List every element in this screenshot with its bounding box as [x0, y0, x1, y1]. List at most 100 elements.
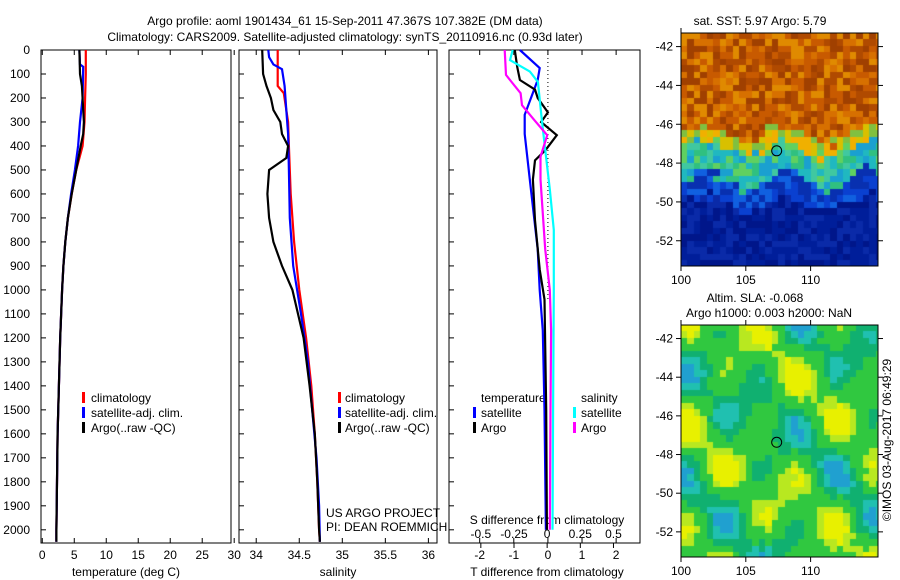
legend-label: climatology: [91, 391, 151, 405]
map-lat-label: -44: [656, 78, 674, 92]
argo-float-marker: [771, 145, 783, 157]
legend-label: Argo: [481, 421, 507, 435]
legend-title-salinity: salinity: [581, 391, 618, 405]
x-tick-label: 25: [196, 548, 210, 562]
temperature-profile-line-2: [55, 49, 86, 542]
legend-swatch-s-argo: [573, 422, 576, 433]
x-tick-label: 34.5: [288, 548, 312, 562]
depth-tick-label: 100: [10, 67, 30, 81]
legend-swatch-t-argo: [473, 422, 476, 433]
depth-tick-label: 1900: [3, 499, 30, 513]
x-tick-label: 0: [545, 548, 552, 562]
depth-tick-label: 1500: [3, 403, 30, 417]
legend-swatch-argo: [338, 422, 341, 433]
x-tick-label: 34: [250, 548, 264, 562]
legend-label: satellite: [581, 406, 622, 420]
map-lat-label: -50: [656, 195, 674, 209]
depth-tick-label: 1400: [3, 379, 30, 393]
x-tick-label: 35.5: [374, 548, 398, 562]
map-lat-label: -48: [656, 448, 674, 462]
sla-map-frame: [680, 324, 879, 558]
x-tick-label: 1: [579, 548, 586, 562]
legend-swatch-argo: [82, 422, 85, 433]
legend-label: satellite: [481, 406, 522, 420]
x-tick-label: 10: [100, 548, 114, 562]
legend-swatch-s-satellite: [573, 407, 576, 418]
s-tick-label: -0.25: [500, 527, 528, 541]
depth-tick-label: 1700: [3, 451, 30, 465]
salinity-panel-frame: [238, 49, 438, 544]
sst-map-title: sat. SST: 5.97 Argo: 5.79: [694, 14, 827, 28]
salinity-profile-line-2: [261, 49, 321, 542]
s-tick-label: -0.5: [470, 527, 491, 541]
x-tick-label: -1: [508, 548, 519, 562]
argo-float-marker: [771, 436, 783, 448]
depth-tick-label: 900: [10, 259, 30, 273]
legend-swatch-t-satellite: [473, 407, 476, 418]
salinity-xlabel: salinity: [320, 565, 357, 579]
x-tick-label: 5: [71, 548, 78, 562]
map-lat-label: -52: [656, 234, 674, 248]
temperature-xlabel: temperature (deg C): [72, 565, 180, 579]
legend-label: Argo: [581, 421, 607, 435]
depth-tick-label: 400: [10, 139, 30, 153]
depth-tick-label: 1100: [4, 307, 30, 321]
depth-tick-label: 700: [10, 211, 30, 225]
map-lon-label: 105: [736, 564, 756, 578]
imos-timestamp: ©IMOS 03-Aug-2017 06:49:29: [880, 359, 894, 522]
map-lat-label: -42: [656, 332, 674, 346]
legend-label: satellite-adj. clim.: [91, 406, 183, 420]
depth-tick-label: 300: [10, 115, 30, 129]
x-tick-label: 35: [336, 548, 350, 562]
difference-line-2: [508, 49, 555, 530]
difference-line-3: [503, 49, 553, 530]
credit-project: US ARGO PROJECT: [326, 506, 441, 520]
legend-label: climatology: [345, 391, 405, 405]
temperature-panel-frame: [40, 49, 232, 544]
x-tick-label: 20: [164, 548, 178, 562]
map-lat-label: -42: [656, 40, 674, 54]
map-lat-label: -46: [656, 409, 674, 423]
x-tick-label: -2: [474, 548, 485, 562]
temperature-legend: climatology satellite-adj. clim. Argo(..…: [82, 391, 183, 435]
difference-legend: temperature satellite Argo salinity sate…: [473, 391, 622, 435]
depth-tick-label: 1300: [3, 355, 30, 369]
map-lon-label: 110: [801, 564, 820, 578]
title-line-2: Climatology: CARS2009. Satellite-adjuste…: [107, 30, 582, 44]
map-lat-label: -46: [656, 117, 674, 131]
x-tick-label: 30: [228, 548, 242, 562]
legend-label: Argo(..raw -QC): [345, 421, 430, 435]
s-tick-label: 0.25: [569, 527, 593, 541]
difference-line-1: [513, 49, 559, 530]
depth-tick-label: 600: [10, 187, 30, 201]
title-line-1: Argo profile: aoml 1901434_61 15-Sep-201…: [147, 14, 542, 28]
depth-tick-label: 200: [10, 91, 30, 105]
legend-swatch-satellite: [338, 407, 341, 418]
depth-tick-label: 500: [10, 163, 30, 177]
map-lon-label: 110: [801, 273, 820, 287]
legend-label: satellite-adj. clim.: [345, 406, 437, 420]
legend-title-temperature: temperature: [481, 391, 546, 405]
map-lon-label: 100: [671, 273, 691, 287]
x-tick-label: 36: [422, 548, 436, 562]
legend-swatch-climatology: [338, 392, 341, 403]
depth-tick-label: 800: [10, 235, 30, 249]
depth-tick-label: 0: [23, 43, 30, 57]
map-lon-label: 105: [736, 273, 756, 287]
map-lat-label: -44: [656, 370, 674, 384]
depth-tick-label: 1000: [3, 283, 30, 297]
sla-map-title-1: Altim. SLA: -0.068: [707, 291, 804, 305]
credit-pi: PI: DEAN ROEMMICH: [326, 520, 447, 534]
x-tick-label: 0: [39, 548, 46, 562]
salinity-legend: climatology satellite-adj. clim. Argo(..…: [338, 391, 437, 435]
sla-heatmap: [681, 325, 878, 557]
sst-map-frame: [680, 32, 879, 267]
legend-swatch-satellite: [82, 407, 85, 418]
legend-swatch-climatology: [82, 392, 85, 403]
x-tick-label: 15: [132, 548, 146, 562]
map-lat-label: -52: [656, 525, 674, 539]
x-tick-label: 2: [613, 548, 620, 562]
s-tick-label: 0: [544, 527, 551, 541]
difference-panel-frame: [448, 49, 641, 544]
depth-tick-label: 1600: [3, 427, 30, 441]
